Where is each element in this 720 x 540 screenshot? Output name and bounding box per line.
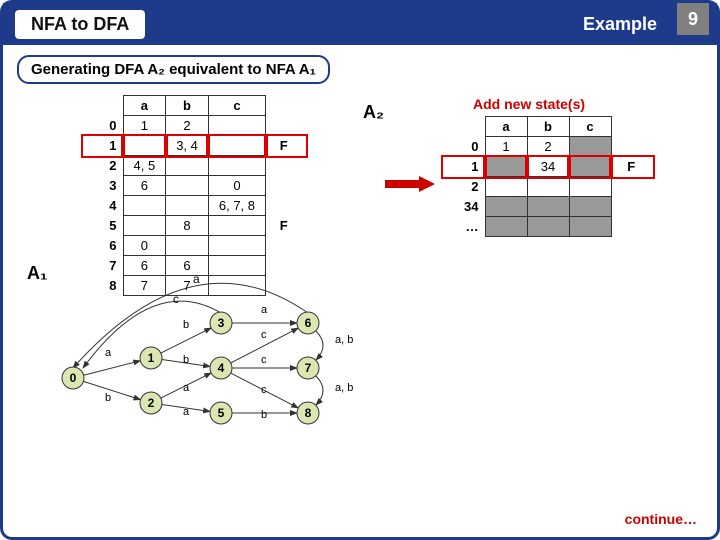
svg-text:a: a xyxy=(183,382,190,394)
svg-text:1: 1 xyxy=(148,351,155,365)
dfa-table: abc012134F234… xyxy=(443,116,653,237)
svg-text:b: b xyxy=(183,319,189,331)
svg-text:a: a xyxy=(105,347,112,359)
header: NFA to DFA Example 9 xyxy=(3,3,717,45)
table-row: 012 xyxy=(83,116,306,136)
svg-text:a, b: a, b xyxy=(335,382,353,394)
table-row: 34 xyxy=(443,197,653,217)
subtitle: Generating DFA A₂ equivalent to NFA A₁ xyxy=(17,55,330,84)
table-row: 13, 4F xyxy=(83,136,306,156)
table-row: 46, 7, 8 xyxy=(83,196,306,216)
svg-text:c: c xyxy=(261,354,267,366)
svg-text:a: a xyxy=(183,406,190,418)
table-row: 2 xyxy=(443,177,653,197)
example-label: Example xyxy=(583,14,657,35)
svg-text:5: 5 xyxy=(218,406,225,420)
svg-text:b: b xyxy=(183,354,189,366)
nfa-diagram: acabbbaaacccba, ba, b012345678 xyxy=(23,243,403,443)
table-row: 24, 5 xyxy=(83,156,306,176)
svg-text:8: 8 xyxy=(305,406,312,420)
svg-text:7: 7 xyxy=(305,361,312,375)
table-row: 58F xyxy=(83,216,306,236)
table-row: 134F xyxy=(443,157,653,177)
table-row: 360 xyxy=(83,176,306,196)
svg-text:a, b: a, b xyxy=(335,334,353,346)
svg-text:2: 2 xyxy=(148,396,155,410)
arrow-icon xyxy=(385,176,435,192)
svg-text:a: a xyxy=(193,272,200,286)
a2-label: A₂ xyxy=(363,102,384,123)
continue-label: continue… xyxy=(625,511,697,527)
svg-text:c: c xyxy=(261,329,267,341)
svg-text:4: 4 xyxy=(218,361,225,375)
svg-text:a: a xyxy=(261,304,268,316)
svg-text:c: c xyxy=(261,384,267,396)
svg-text:6: 6 xyxy=(305,316,312,330)
table-row: … xyxy=(443,217,653,237)
svg-text:b: b xyxy=(105,392,111,404)
slide-title: NFA to DFA xyxy=(15,10,145,39)
svg-text:0: 0 xyxy=(70,371,77,385)
slide-number: 9 xyxy=(677,3,709,35)
svg-text:3: 3 xyxy=(218,316,225,330)
svg-text:b: b xyxy=(261,409,267,421)
svg-text:c: c xyxy=(173,292,179,306)
table-row: 012 xyxy=(443,137,653,157)
add-new-states-label: Add new state(s) xyxy=(473,96,585,112)
